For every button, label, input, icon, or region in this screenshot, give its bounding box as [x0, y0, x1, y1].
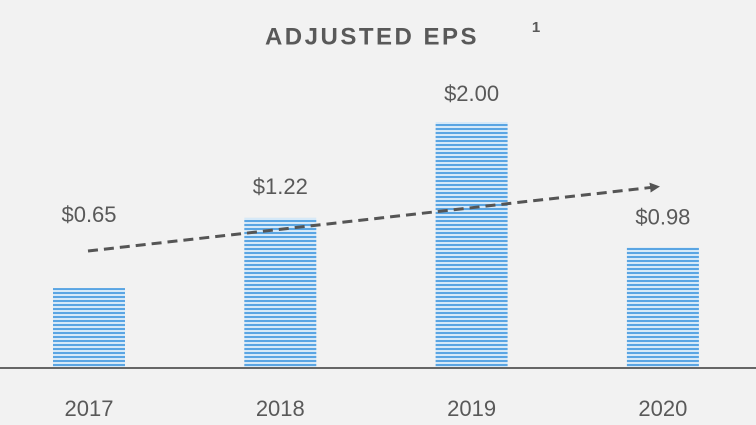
title-superscript: 1 — [532, 19, 540, 36]
chart-title: ADJUSTED EPS — [265, 23, 479, 50]
value-label: $2.00 — [444, 81, 499, 106]
x-tick-label: 2020 — [638, 396, 687, 421]
bar — [435, 122, 508, 368]
bars — [53, 122, 699, 368]
bar — [53, 288, 125, 368]
value-label: $0.98 — [635, 204, 690, 229]
value-label: $1.22 — [253, 174, 308, 199]
x-tick-label: 2017 — [65, 396, 114, 421]
x-tick-label: 2019 — [447, 396, 496, 421]
value-label: $0.65 — [61, 202, 116, 227]
bar — [244, 217, 317, 368]
trend-arrow — [87, 182, 660, 253]
bar — [626, 247, 699, 368]
x-tick-label: 2018 — [256, 396, 305, 421]
